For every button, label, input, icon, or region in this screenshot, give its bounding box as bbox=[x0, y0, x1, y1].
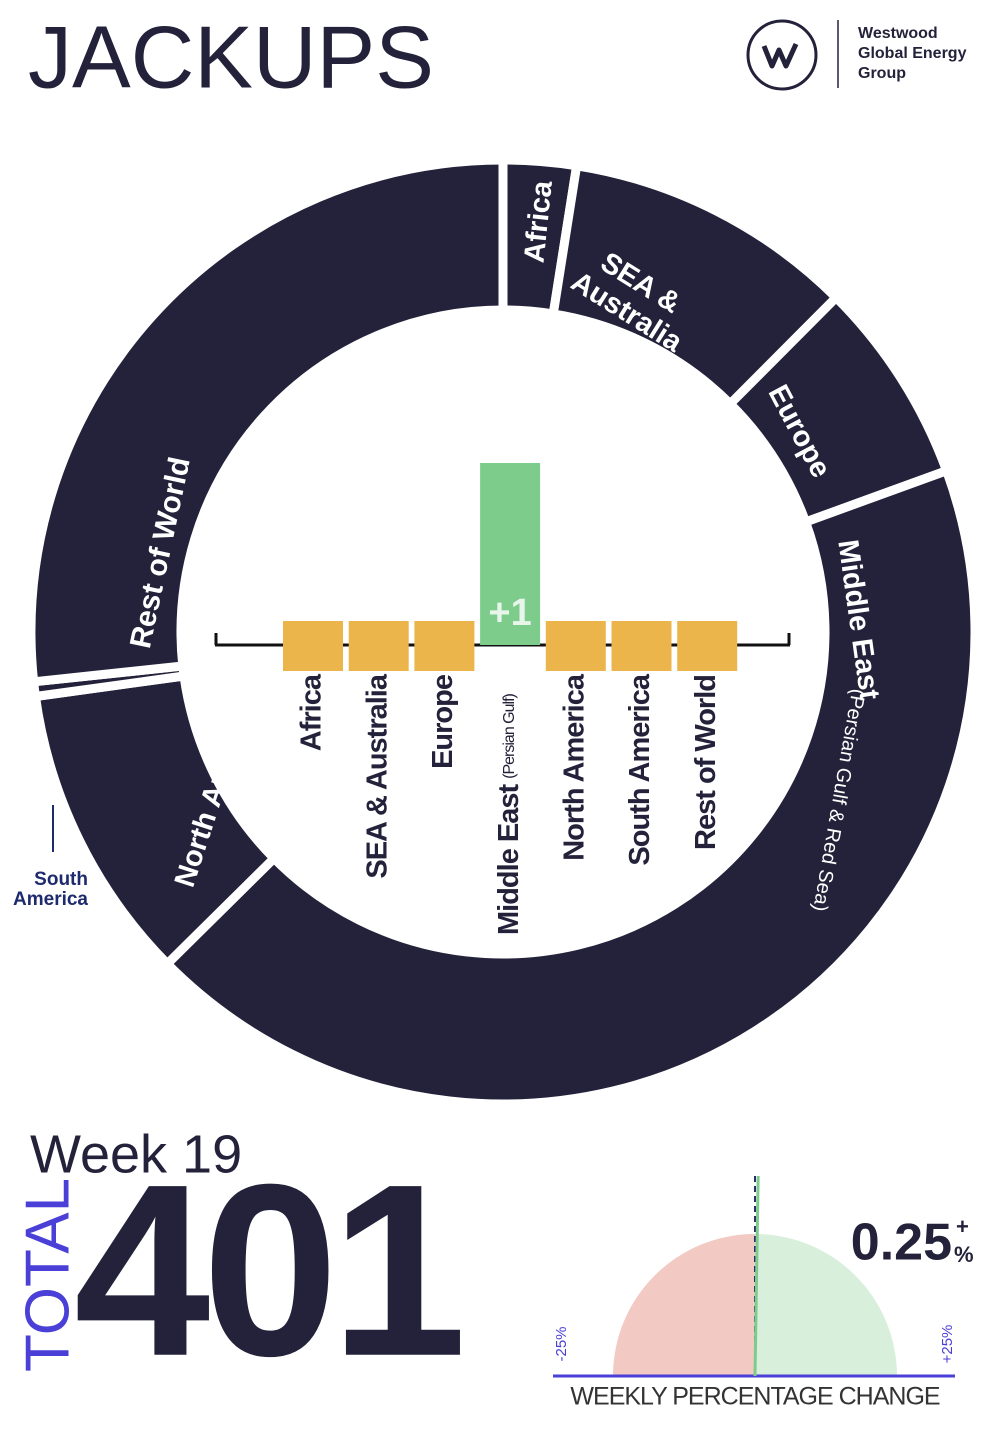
gauge-unit: % bbox=[954, 1242, 974, 1267]
donut-segment bbox=[160, 464, 980, 1109]
gauge-positive bbox=[755, 1234, 897, 1376]
total-value: 401 bbox=[74, 1133, 461, 1407]
gauge-needle bbox=[753, 1176, 760, 1377]
bar-category-label: North America bbox=[558, 673, 590, 861]
bar-category-label: Middle East(Persian Gulf) bbox=[493, 693, 525, 935]
bar-category-label: SEA & Australia bbox=[361, 673, 393, 879]
logo-text: Westwood bbox=[858, 25, 938, 42]
gauge-sign: + bbox=[956, 1214, 969, 1239]
zero-bar bbox=[348, 621, 409, 671]
donut-label: South America bbox=[8, 869, 88, 910]
gauge-negative bbox=[613, 1234, 755, 1376]
bar-category-note: (Persian Gulf) bbox=[501, 693, 518, 778]
gauge-tick-label: +25% bbox=[939, 1325, 956, 1364]
bar-value-label: +1 bbox=[488, 592, 531, 634]
bar bbox=[480, 463, 541, 645]
bar-category-label: Africa bbox=[296, 673, 328, 751]
donut-segment bbox=[26, 155, 508, 687]
bar-category-label: Rest of World bbox=[690, 675, 722, 850]
logo-text: Group bbox=[858, 65, 906, 82]
zero-bar bbox=[283, 621, 343, 671]
gauge-tick-label: -25% bbox=[553, 1326, 570, 1361]
logo-text: Global Energy bbox=[858, 45, 967, 62]
week-label: Week 19 bbox=[30, 1124, 242, 1184]
gauge-value: 0.25 bbox=[851, 1214, 952, 1272]
gauge-title: WEEKLY PERCENTAGE CHANGE bbox=[570, 1383, 939, 1411]
zero-bar bbox=[414, 621, 475, 671]
zero-bar bbox=[611, 621, 672, 671]
logo-circle bbox=[746, 19, 818, 91]
logo: Westwood Global Energy Group bbox=[746, 19, 967, 91]
page-title: JACKUPS bbox=[28, 7, 434, 106]
total-label: TOTAL bbox=[13, 1178, 82, 1372]
logo-mark bbox=[761, 42, 799, 69]
bar-category-label: Europe bbox=[427, 674, 459, 769]
zero-bar bbox=[545, 621, 606, 671]
bar-category-label: South America bbox=[624, 673, 656, 865]
zero-bar bbox=[677, 621, 738, 671]
